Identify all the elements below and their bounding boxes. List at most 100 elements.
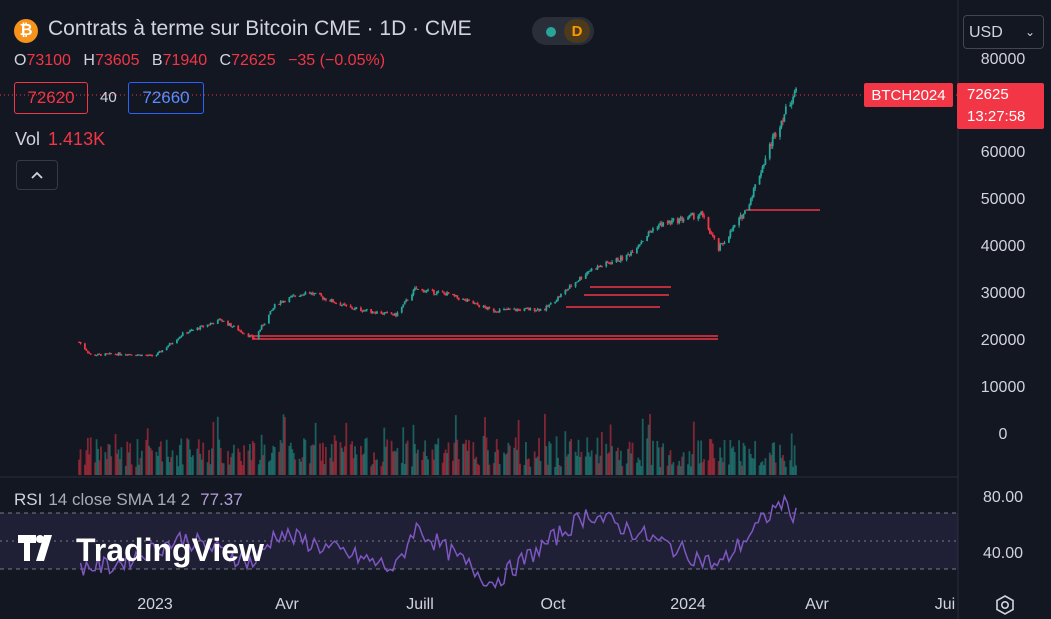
candle-body: [435, 291, 438, 294]
candle-body: [568, 285, 571, 289]
candle-body: [523, 308, 526, 311]
volume-bar: [157, 455, 159, 475]
volume-bar: [595, 454, 597, 475]
candle-body: [110, 353, 113, 355]
rsi-tick: 40.00: [982, 545, 1024, 562]
volume-bar: [682, 452, 685, 475]
candle-body: [232, 325, 235, 327]
candle-body: [596, 266, 599, 270]
candle-body: [390, 312, 393, 315]
volume-bar: [476, 463, 479, 475]
close-value: 72625: [231, 52, 276, 69]
volume-bar: [149, 447, 152, 475]
candle-body: [343, 303, 346, 305]
candle-body: [241, 332, 244, 334]
candle-body: [466, 299, 469, 302]
volume-bar: [291, 449, 294, 475]
candle-body: [221, 320, 224, 322]
volume-bar: [574, 451, 577, 475]
volume-bar: [320, 460, 323, 475]
candle-body: [538, 308, 540, 311]
volume-bar: [100, 446, 102, 475]
settings-icon[interactable]: [994, 594, 1016, 616]
volume-bar: [332, 461, 335, 475]
volume-bar: [108, 444, 111, 475]
candle-body: [529, 308, 532, 311]
currency-select[interactable]: USD ⌄: [963, 15, 1044, 49]
volume-bar: [733, 451, 736, 475]
volume-bar: [454, 415, 457, 475]
volume-bar: [723, 440, 726, 475]
volume-bar: [596, 437, 599, 475]
candle-body: [126, 354, 129, 356]
candle-body: [763, 164, 765, 167]
volume-bar: [406, 440, 409, 475]
volume-bar: [475, 456, 478, 475]
volume-bar: [748, 448, 751, 475]
candle-body: [576, 281, 578, 283]
volume-bar: [243, 445, 245, 475]
rsi-legend[interactable]: RSI 14 close SMA 14 2 77.37: [14, 490, 243, 510]
candle-body: [764, 158, 767, 165]
volume-bar: [691, 454, 694, 475]
candle-body: [526, 308, 529, 310]
buy-price-button[interactable]: 72660: [128, 82, 204, 114]
volume-bar: [678, 460, 681, 475]
volume-value: 1.413K: [48, 129, 106, 149]
candle-body: [218, 319, 221, 321]
candle-body: [584, 274, 587, 279]
volume-bar: [323, 464, 326, 475]
volume-bar: [609, 424, 612, 475]
volume-bar: [523, 465, 526, 475]
volume-bar: [343, 446, 346, 475]
candle-body: [403, 301, 406, 305]
candle-body: [676, 218, 679, 224]
volume-bar: [253, 443, 256, 475]
volume-bar: [640, 466, 643, 475]
ohlc-legend: O73100 H73605 B71940 C72625 −35 (−0.05%): [14, 52, 393, 70]
volume-bar: [638, 460, 641, 475]
volume-bar: [119, 459, 121, 475]
volume-bar: [392, 451, 394, 475]
candle-body: [495, 311, 498, 313]
volume-bar: [311, 444, 314, 475]
sell-price-button[interactable]: 72620: [14, 82, 88, 114]
volume-bar: [127, 452, 130, 475]
volume-bar: [649, 413, 651, 475]
volume-bar: [300, 461, 302, 475]
candle-body: [414, 287, 416, 290]
candle-body: [690, 214, 692, 216]
candle-body: [475, 303, 478, 305]
candle-body: [504, 308, 507, 310]
candle-body: [649, 231, 651, 233]
delayed-data-badge[interactable]: D: [564, 19, 590, 43]
volume-bar: [222, 463, 225, 475]
candle-body: [741, 215, 743, 219]
candle-body: [498, 309, 501, 313]
volume-bar: [159, 441, 162, 475]
candle-body: [662, 222, 665, 227]
candle-body: [79, 341, 82, 344]
candle-body: [557, 296, 559, 301]
candle-body: [723, 242, 726, 244]
candle-body: [451, 294, 454, 296]
volume-bar: [171, 450, 174, 475]
volume-bar: [703, 459, 705, 475]
volume-bar: [619, 450, 622, 475]
candle-body: [565, 290, 568, 292]
volume-bar: [752, 458, 755, 475]
volume-bar: [727, 464, 730, 475]
volume-bar: [466, 450, 469, 475]
symbol-title[interactable]: Contrats à terme sur Bitcoin CME · 1D · …: [48, 17, 472, 40]
volume-bar: [167, 456, 170, 475]
candle-body: [719, 244, 722, 251]
volume-bar: [145, 440, 148, 475]
candle-body: [484, 305, 486, 308]
volume-bar: [711, 443, 714, 475]
collapse-legend-button[interactable]: [16, 160, 58, 190]
volume-bar: [453, 442, 456, 475]
candle-body: [138, 354, 140, 356]
candle-body: [738, 217, 741, 226]
volume-bar: [218, 439, 221, 475]
